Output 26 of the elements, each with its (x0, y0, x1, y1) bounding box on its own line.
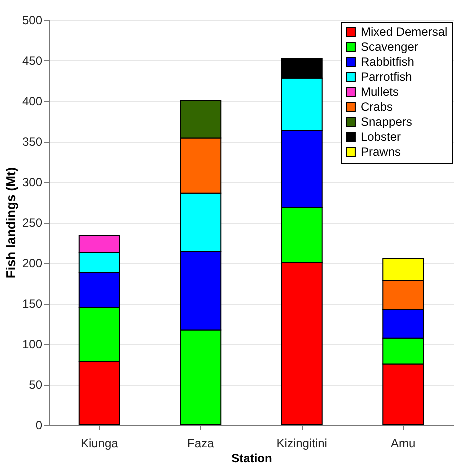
legend-label: Scavenger (361, 40, 418, 54)
y-tick-label: 150 (22, 297, 43, 311)
legend-label: Rabbitfish (361, 55, 414, 69)
x-axis-title: Station (232, 452, 272, 466)
y-tick-label: 450 (22, 54, 43, 68)
legend-label: Lobster (361, 130, 402, 144)
legend-label: Prawns (361, 145, 402, 159)
y-tick-label: 350 (22, 135, 43, 149)
y-tick-label: 100 (22, 338, 43, 352)
legend-label: Parrotfish (361, 70, 412, 84)
y-tick-label: 50 (29, 378, 43, 392)
y-axis-title: Fish landings (Mt) (3, 167, 18, 279)
y-tick-label: 0 (36, 418, 43, 432)
x-tick-label: Faza (188, 436, 215, 450)
x-tick-label: Amu (391, 436, 416, 450)
x-tick-label: Kiunga (80, 436, 119, 450)
legend-label: Crabs (361, 100, 394, 114)
y-tick-label: 250 (22, 216, 43, 230)
y-tick-label: 200 (22, 256, 43, 270)
y-tick-label: 500 (22, 14, 43, 28)
legend-label: Mullets (361, 85, 400, 99)
y-tick-label: 300 (22, 176, 43, 190)
legend-label: Snappers (361, 115, 412, 129)
y-tick-label: 400 (22, 94, 43, 108)
x-tick-label: Kizingitini (276, 436, 328, 450)
legend-label: Mixed Demersal (361, 25, 448, 39)
